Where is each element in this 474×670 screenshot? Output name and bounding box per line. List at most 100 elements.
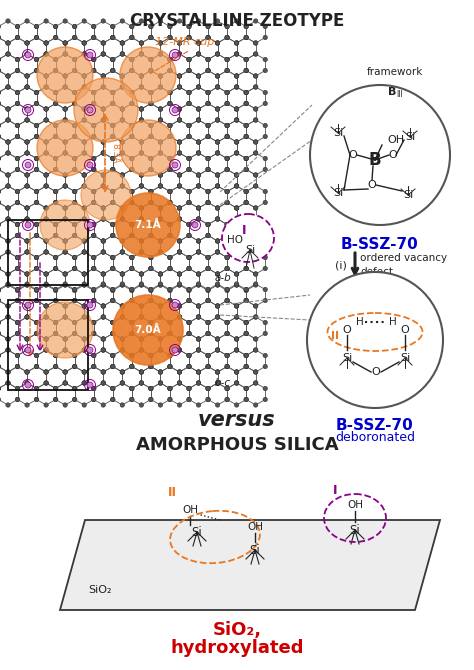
Circle shape — [254, 272, 258, 276]
Circle shape — [15, 387, 20, 391]
Circle shape — [177, 304, 182, 308]
Circle shape — [215, 272, 220, 276]
Circle shape — [187, 58, 191, 62]
Circle shape — [101, 282, 105, 286]
Circle shape — [158, 381, 163, 385]
Circle shape — [35, 387, 39, 391]
Circle shape — [35, 353, 39, 358]
Circle shape — [130, 134, 134, 139]
Text: Si: Si — [350, 523, 360, 537]
Circle shape — [225, 24, 229, 29]
Circle shape — [82, 283, 86, 287]
Circle shape — [54, 364, 58, 368]
Circle shape — [44, 107, 48, 111]
Circle shape — [130, 353, 134, 358]
Circle shape — [54, 353, 58, 358]
Circle shape — [54, 255, 58, 260]
Circle shape — [73, 168, 77, 172]
Circle shape — [25, 151, 29, 155]
Circle shape — [149, 58, 153, 62]
Circle shape — [63, 74, 67, 78]
Circle shape — [25, 250, 29, 254]
Circle shape — [120, 272, 125, 276]
Circle shape — [215, 118, 220, 122]
Circle shape — [149, 266, 153, 271]
Circle shape — [44, 140, 48, 144]
Circle shape — [101, 85, 105, 89]
Circle shape — [110, 123, 115, 128]
Circle shape — [235, 85, 239, 89]
Circle shape — [91, 298, 96, 303]
Circle shape — [120, 85, 125, 89]
Circle shape — [215, 304, 220, 308]
Circle shape — [187, 200, 191, 205]
Circle shape — [168, 222, 172, 226]
Circle shape — [110, 331, 115, 336]
Circle shape — [130, 255, 134, 260]
Circle shape — [235, 74, 239, 78]
Circle shape — [6, 41, 10, 45]
Circle shape — [235, 118, 239, 122]
Circle shape — [168, 123, 172, 128]
Circle shape — [225, 58, 229, 62]
Circle shape — [101, 337, 105, 341]
Circle shape — [235, 140, 239, 144]
Circle shape — [110, 233, 115, 238]
Circle shape — [139, 151, 144, 155]
Circle shape — [63, 304, 67, 308]
Circle shape — [244, 36, 248, 40]
Circle shape — [120, 370, 125, 375]
Circle shape — [35, 288, 39, 293]
Circle shape — [110, 222, 115, 226]
Circle shape — [244, 266, 248, 271]
Circle shape — [263, 266, 267, 271]
Circle shape — [225, 190, 229, 194]
Circle shape — [225, 266, 229, 271]
Circle shape — [187, 266, 191, 271]
Circle shape — [15, 24, 20, 29]
Circle shape — [63, 315, 67, 319]
Circle shape — [44, 107, 48, 111]
Text: B-SSZ-70: B-SSZ-70 — [341, 237, 419, 252]
Circle shape — [63, 250, 67, 254]
Circle shape — [25, 41, 29, 45]
Circle shape — [225, 288, 229, 293]
Circle shape — [130, 266, 134, 271]
Circle shape — [206, 353, 210, 358]
Circle shape — [168, 298, 172, 303]
Circle shape — [149, 233, 153, 238]
Circle shape — [177, 118, 182, 122]
Circle shape — [63, 140, 67, 144]
Circle shape — [6, 348, 10, 352]
Circle shape — [254, 217, 258, 221]
Circle shape — [158, 315, 163, 319]
Circle shape — [6, 173, 10, 177]
Circle shape — [91, 168, 96, 172]
Circle shape — [73, 68, 77, 73]
Circle shape — [244, 36, 248, 40]
Circle shape — [44, 217, 48, 221]
Circle shape — [187, 156, 191, 161]
Circle shape — [15, 168, 20, 172]
Circle shape — [54, 255, 58, 260]
Circle shape — [225, 233, 229, 238]
Circle shape — [63, 74, 67, 78]
Circle shape — [101, 217, 105, 221]
Circle shape — [196, 315, 201, 319]
Circle shape — [225, 101, 229, 106]
Circle shape — [130, 266, 134, 271]
Circle shape — [196, 272, 201, 276]
Circle shape — [25, 272, 29, 276]
Circle shape — [130, 168, 134, 172]
Circle shape — [44, 381, 48, 385]
Circle shape — [44, 315, 48, 319]
Circle shape — [25, 107, 29, 111]
Circle shape — [63, 41, 67, 45]
Circle shape — [168, 397, 172, 402]
Text: hydroxylated: hydroxylated — [170, 639, 304, 657]
Circle shape — [63, 184, 67, 188]
Circle shape — [158, 381, 163, 385]
Circle shape — [254, 348, 258, 352]
Text: ordered vacancy: ordered vacancy — [360, 253, 447, 263]
Circle shape — [206, 36, 210, 40]
